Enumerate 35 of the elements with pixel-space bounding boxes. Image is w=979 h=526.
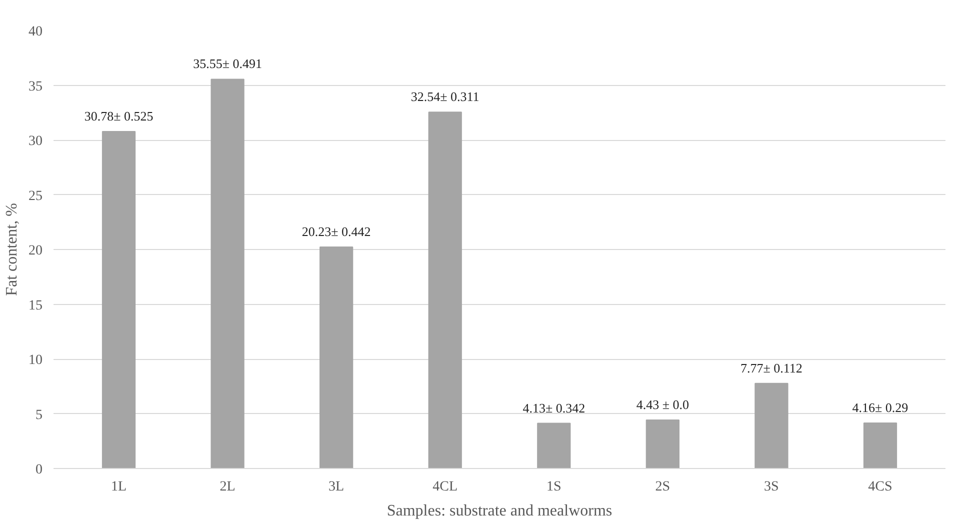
y-tick-label: 15 xyxy=(28,298,42,314)
data-label: 7.77± 0.112 xyxy=(740,360,802,376)
x-tick-label: 4CS xyxy=(868,480,892,494)
data-label: 30.78± 0.525 xyxy=(84,108,154,124)
y-tick-label: 25 xyxy=(28,188,42,204)
y-tick-label: 10 xyxy=(28,353,42,368)
data-label: 4.43 ± 0.0 xyxy=(636,396,689,412)
x-tick-label: 4CL xyxy=(432,480,458,494)
y-tick-label: 35 xyxy=(28,79,42,94)
bar xyxy=(863,422,898,468)
bar xyxy=(754,382,788,468)
data-label: 4.13± 0.342 xyxy=(522,400,586,416)
x-tick-label: 3L xyxy=(328,480,344,494)
y-tick-label: 40 xyxy=(28,24,42,40)
x-tick-label: 2S xyxy=(655,480,670,494)
y-tick-label: 30 xyxy=(28,134,42,149)
bar xyxy=(537,422,571,468)
data-label: 32.54± 0.311 xyxy=(410,89,480,104)
y-axis-title: Fat content, % xyxy=(4,203,20,296)
bar xyxy=(428,112,462,468)
x-tick-label: 1S xyxy=(546,480,562,494)
x-tick-label: 3S xyxy=(764,480,779,494)
bar xyxy=(210,78,244,468)
data-label: 20.23± 0.442 xyxy=(302,224,371,239)
x-tick-label: 2L xyxy=(220,480,236,494)
y-tick-label: 5 xyxy=(36,408,42,423)
y-tick-label: 0 xyxy=(36,462,42,478)
data-label: 4.16± 0.29 xyxy=(852,400,908,415)
data-label: 35.55± 0.491 xyxy=(193,56,262,72)
bar xyxy=(102,130,136,468)
bar xyxy=(646,419,680,468)
y-tick-label: 20 xyxy=(28,244,42,258)
x-tick-label: 1L xyxy=(110,480,127,494)
bar xyxy=(320,246,354,468)
x-axis-title: Samples: substrate and mealworms xyxy=(386,502,612,520)
